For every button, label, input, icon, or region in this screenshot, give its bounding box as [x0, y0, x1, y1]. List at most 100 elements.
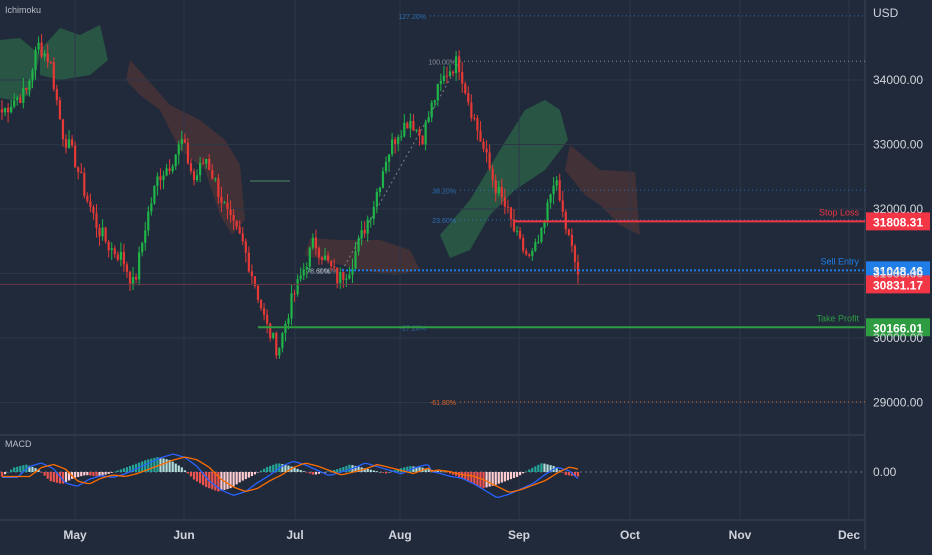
price-axis[interactable]: 34000.00 33000.00 32000.00 31000.00 30000.00…	[873, 73, 923, 410]
macd-histogram-bar	[10, 469, 13, 472]
candle-body	[473, 117, 476, 119]
candle	[342, 271, 345, 288]
candle	[262, 303, 266, 321]
candle	[192, 168, 196, 186]
macd-histogram-bar	[333, 469, 336, 472]
candle	[235, 220, 238, 230]
candle	[427, 111, 430, 124]
candle	[247, 246, 250, 273]
macd-histogram-bar	[479, 472, 482, 488]
candle-body	[543, 220, 546, 228]
candle-body	[208, 158, 211, 171]
fib-level-label: -61.80%	[430, 400, 456, 407]
macd-histogram-bar	[244, 472, 247, 480]
macd-histogram-bar	[67, 472, 71, 481]
candle-body	[141, 242, 144, 253]
candle-body	[131, 276, 135, 284]
candle-body	[192, 171, 196, 181]
candle-body	[515, 230, 519, 232]
candle	[299, 267, 302, 282]
macd-histogram-bar	[387, 472, 391, 473]
candle-body	[546, 202, 549, 221]
candle	[150, 197, 153, 216]
candle	[330, 260, 333, 271]
candle	[19, 94, 22, 104]
time-tick-label: Jun	[173, 528, 194, 542]
ichimoku-indicator-label[interactable]: Ichimoku	[5, 5, 41, 15]
macd-histogram-bar	[354, 465, 357, 472]
macd-histogram-bar	[272, 464, 275, 472]
candle-body	[28, 80, 31, 90]
candle-body	[293, 293, 296, 295]
candle	[37, 36, 40, 54]
candle-body	[284, 323, 287, 333]
candle	[406, 121, 409, 129]
macd-histogram-bar	[134, 463, 138, 472]
macd-histogram-bar	[403, 467, 406, 472]
candle	[153, 185, 156, 205]
candle-body	[409, 120, 412, 129]
candle	[296, 274, 299, 297]
candle-body	[116, 254, 119, 260]
candle	[177, 140, 180, 165]
candle-body	[37, 42, 40, 50]
price-tag-value: 31808.31	[873, 215, 923, 229]
candle-body	[134, 276, 138, 280]
macd-histogram-bar	[259, 470, 263, 472]
candle-body	[442, 75, 446, 81]
candle	[442, 65, 446, 85]
candle-body	[61, 119, 65, 140]
candle-body	[445, 75, 449, 77]
candle	[10, 99, 13, 114]
time-axis[interactable]: May Jun Jul Aug Sep Oct Nov Dec	[63, 528, 860, 542]
candle-body	[567, 229, 570, 235]
candle	[305, 262, 308, 279]
macd-histogram-bar	[229, 472, 232, 489]
candle-body	[16, 97, 19, 101]
candle	[159, 168, 162, 190]
candle	[394, 136, 397, 154]
candle-body	[299, 275, 302, 280]
candle	[378, 186, 382, 197]
candle-body	[360, 230, 363, 239]
macd-histogram-bar	[40, 472, 43, 473]
macd-histogram-bar	[192, 472, 196, 480]
macd-histogram-bar	[198, 472, 202, 484]
candle	[351, 258, 354, 283]
candle	[250, 264, 254, 284]
macd-histogram-bar	[500, 472, 503, 483]
macd-histogram-bar	[546, 464, 549, 472]
candle	[74, 141, 77, 168]
candle-body	[458, 56, 461, 72]
macd-indicator-label[interactable]: MACD	[5, 439, 32, 449]
macd-histogram-bar	[509, 472, 513, 480]
candle	[534, 238, 537, 252]
trade-levels: Stop Loss 31808.31 Sell Entry 31048.46 Take …	[0, 207, 930, 337]
candle	[107, 240, 110, 258]
candle-body	[34, 49, 37, 71]
macd-panel: 0.00	[0, 453, 897, 499]
candle	[110, 242, 113, 260]
candle	[101, 219, 104, 241]
macd-histogram-bar	[220, 472, 223, 491]
candle-body	[92, 207, 95, 214]
candle	[369, 217, 372, 228]
macd-histogram-bar	[381, 472, 385, 473]
candle	[522, 234, 525, 254]
macd-histogram-bar	[107, 472, 110, 474]
macd-histogram-bar	[515, 472, 519, 477]
macd-histogram-bar	[52, 472, 55, 482]
candle	[98, 223, 101, 247]
candle-body	[144, 230, 147, 243]
macd-histogram-bar	[522, 472, 525, 474]
macd-histogram-bar	[174, 463, 177, 472]
candle	[77, 166, 80, 180]
price-tag	[866, 318, 930, 337]
candle-body	[348, 274, 351, 279]
candle-body	[311, 237, 314, 248]
candle-body	[366, 219, 369, 234]
candle-body	[247, 252, 250, 272]
fib-level-label: 0.00%	[318, 268, 338, 275]
